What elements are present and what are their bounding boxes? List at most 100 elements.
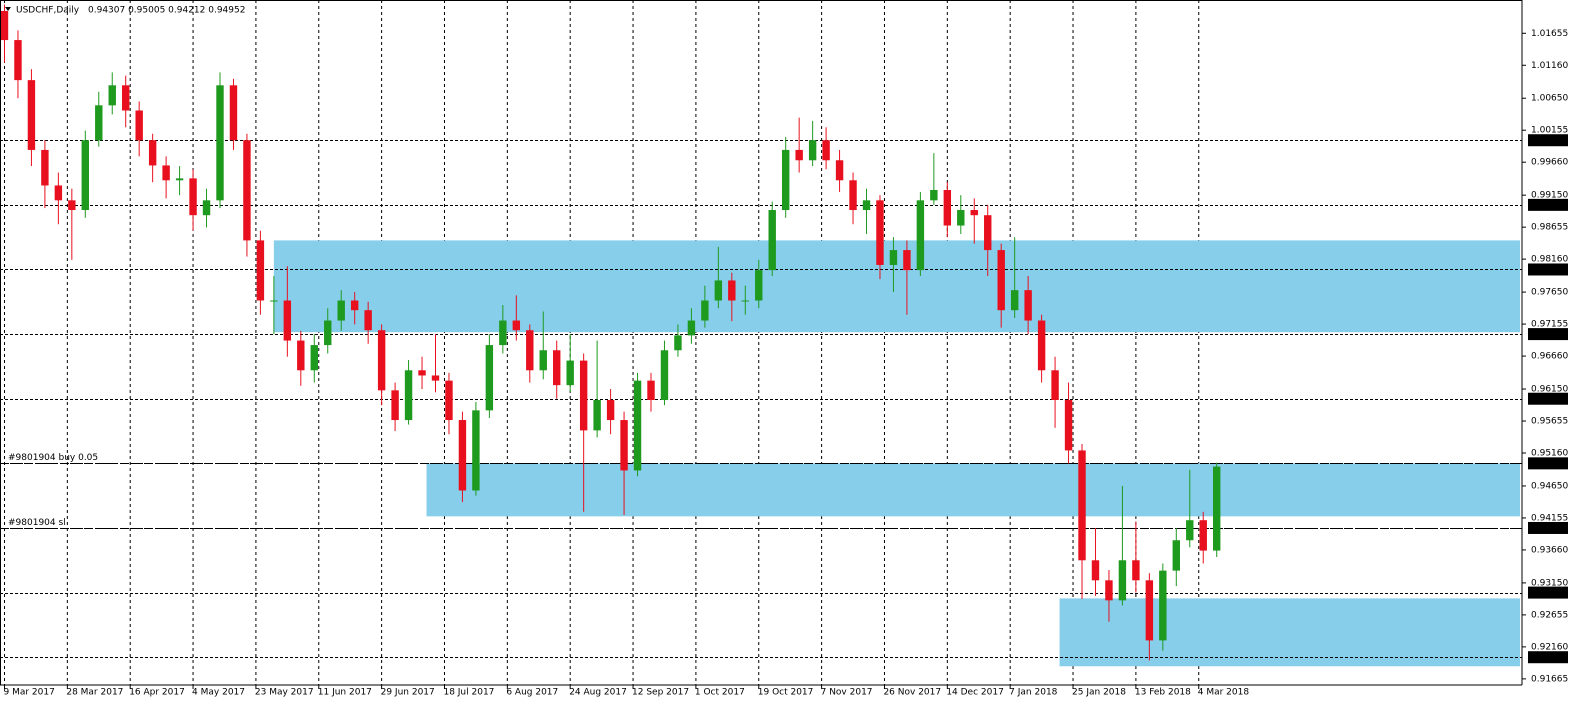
y-tick-label: 1.00155 <box>1531 126 1568 136</box>
candle-body <box>835 160 844 181</box>
candle-body <box>1091 560 1100 581</box>
candle-body <box>391 390 399 421</box>
level-label: 1.00000 <box>1531 136 1568 146</box>
x-tick-label: 26 Nov 2017 <box>883 688 941 698</box>
candle-body <box>243 140 251 241</box>
axes <box>0 0 1526 689</box>
candle-body <box>674 335 682 351</box>
candle-body <box>943 189 952 226</box>
candle-body <box>970 210 978 216</box>
candle-body <box>431 375 440 381</box>
level-box <box>1528 457 1568 470</box>
y-tick-label: 0.99660 <box>1531 158 1568 168</box>
candle-body <box>499 320 507 346</box>
candle-body <box>755 270 763 301</box>
order-label: #9801904 sl <box>8 518 66 528</box>
candle-body <box>229 85 238 141</box>
candle-body <box>714 280 723 301</box>
candle-body <box>862 200 871 211</box>
x-tick-label: 4 May 2017 <box>192 688 245 698</box>
candle-body <box>687 320 696 336</box>
y-tick-label: 1.01160 <box>1531 61 1568 71</box>
candle-body <box>876 200 884 265</box>
candle-body <box>0 10 9 41</box>
candle-body <box>849 180 857 211</box>
x-tick-label: 9 Mar 2017 <box>3 688 54 698</box>
candle-body <box>445 380 453 421</box>
x-tick-label: 6 Aug 2017 <box>506 688 558 698</box>
level-box <box>1528 134 1568 147</box>
x-tick-label: 29 Jun 2017 <box>381 688 435 698</box>
candle-body <box>41 149 49 186</box>
candle-body <box>526 330 534 371</box>
candle-body <box>889 250 898 265</box>
candle-body <box>283 300 292 341</box>
candle-body <box>957 210 965 226</box>
x-tick-label: 28 Mar 2017 <box>66 688 123 698</box>
x-tick-label: 19 Oct 2017 <box>758 688 814 698</box>
candle-body <box>95 105 103 141</box>
candle-body <box>984 215 992 251</box>
level-label: 0.93000 <box>1531 588 1568 598</box>
candle-body <box>122 85 130 111</box>
y-tick-label: 0.92160 <box>1531 642 1568 652</box>
ohlc-values: 0.94307 0.95005 0.94212 0.94952 <box>88 6 245 16</box>
candle-body <box>930 189 938 201</box>
x-tick-label: 16 Apr 2017 <box>129 688 185 698</box>
x-tick-label: 13 Feb 2018 <box>1135 688 1191 698</box>
candle-body <box>606 400 615 421</box>
y-tick-label: 0.93150 <box>1531 578 1568 588</box>
candle-body <box>1105 580 1113 601</box>
candle-body <box>741 300 749 302</box>
level-box <box>1528 586 1568 599</box>
candle-body <box>14 40 22 81</box>
candle-body <box>566 360 574 386</box>
level-label: 0.99000 <box>1531 200 1568 210</box>
level-label: 0.94000 <box>1531 523 1568 533</box>
level-box <box>1528 651 1568 664</box>
candle-body <box>1024 290 1032 321</box>
candle-body <box>324 320 332 346</box>
candle-body <box>135 110 143 141</box>
candle-body <box>418 370 426 376</box>
order-label: #9801904 buy 0.05 <box>8 453 98 463</box>
level-box <box>1528 328 1568 341</box>
candle-body <box>1118 560 1127 601</box>
x-tick-label: 25 Jan 2018 <box>1072 688 1126 698</box>
y-tick-label: 0.95655 <box>1531 417 1568 427</box>
y-tick-label: 0.98655 <box>1531 223 1568 233</box>
candle-body <box>472 410 480 491</box>
zone <box>1059 598 1520 667</box>
candle-body <box>997 250 1005 311</box>
candle-body <box>216 85 224 201</box>
candle-body <box>660 350 669 401</box>
candle-body <box>189 178 197 216</box>
candle-body <box>202 200 211 216</box>
candle-body <box>1037 320 1046 371</box>
candle-body <box>1051 370 1059 401</box>
candle-body <box>364 310 372 331</box>
candle-body <box>781 149 790 211</box>
candle-body <box>458 420 467 491</box>
level-box <box>1528 198 1568 211</box>
candle-body <box>1132 560 1140 581</box>
level-label: 0.95000 <box>1531 459 1568 469</box>
candle-body <box>539 350 547 371</box>
candle-body <box>162 165 170 181</box>
y-tick-label: 0.99150 <box>1531 191 1568 201</box>
candle-body <box>377 330 386 391</box>
candle-body <box>822 140 830 161</box>
candle-body <box>903 250 911 271</box>
candle-body <box>81 140 90 211</box>
x-tick-label: 12 Sep 2017 <box>632 688 689 698</box>
y-tick-label: 1.01655 <box>1531 29 1568 39</box>
candle-body <box>647 380 655 401</box>
candle-body <box>1159 570 1167 641</box>
candle-body <box>1186 520 1194 541</box>
y-tick-label: 0.96150 <box>1531 385 1568 395</box>
y-tick-label: 0.92655 <box>1531 610 1568 620</box>
candle-body <box>337 300 345 321</box>
candle-body <box>310 345 318 371</box>
